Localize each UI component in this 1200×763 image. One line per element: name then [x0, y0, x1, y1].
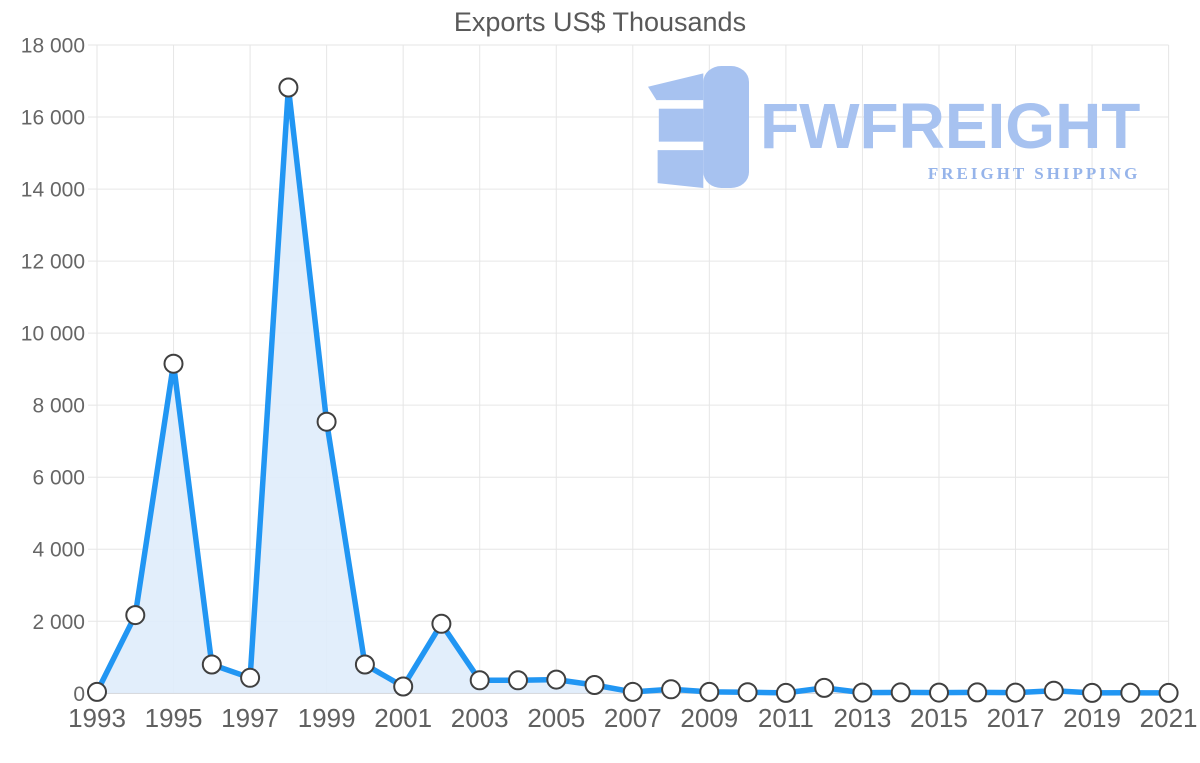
data-point-marker	[1158, 682, 1179, 703]
y-axis-label: 6 000	[32, 467, 85, 490]
series-area-fill	[97, 87, 1169, 694]
data-point-marker	[546, 669, 567, 690]
data-point-marker	[354, 654, 375, 675]
data-point-marker	[929, 682, 949, 703]
y-axis-label: 18 000	[21, 35, 85, 58]
data-point-marker	[814, 677, 835, 698]
axis-labels-group: 0 2 000 4 000 6 000 8 000 10 000 12 000 14 000 1…	[21, 35, 1198, 734]
data-point-marker	[737, 682, 758, 703]
data-point-marker	[393, 676, 414, 697]
data-point-marker	[201, 654, 222, 675]
x-axis-label: 1993	[68, 703, 126, 733]
x-axis-label: 1995	[145, 703, 203, 733]
gridlines-group	[88, 44, 1170, 694]
data-point-marker	[1120, 682, 1141, 703]
data-point-marker	[584, 675, 605, 695]
data-point-marker	[163, 353, 184, 374]
x-axis-label: 2011	[758, 703, 814, 733]
data-point-marker	[469, 670, 490, 691]
x-axis-label: 2003	[451, 703, 509, 733]
data-point-marker	[775, 682, 796, 703]
data-point-marker	[967, 682, 988, 703]
y-axis-label: 12 000	[21, 251, 85, 274]
data-point-marker	[1082, 682, 1103, 703]
y-axis-label: 16 000	[21, 107, 85, 130]
y-axis-label: 8 000	[32, 395, 85, 418]
x-axis-label: 2021	[1140, 703, 1198, 733]
x-axis-label: 2005	[527, 703, 585, 733]
chart-title: Exports US$ Thousands	[453, 7, 747, 37]
data-point-marker	[508, 670, 528, 691]
data-point-marker	[87, 681, 107, 702]
data-point-marker	[699, 681, 720, 702]
data-point-marker	[661, 679, 682, 700]
x-axis-label: 2019	[1063, 703, 1121, 733]
data-point-marker	[316, 411, 337, 432]
x-axis-label: 1999	[298, 703, 356, 733]
x-axis-label: 2013	[834, 703, 892, 733]
data-point-marker	[431, 613, 452, 634]
data-point-marker	[125, 605, 146, 626]
y-axis-label: 0	[73, 683, 85, 706]
data-point-marker	[890, 682, 911, 703]
x-axis-label: 2001	[374, 703, 432, 733]
x-axis-label: 2009	[680, 703, 738, 733]
y-axis-label: 10 000	[21, 323, 85, 346]
y-axis-label: 4 000	[32, 539, 85, 562]
x-axis-label: 2007	[604, 703, 662, 733]
data-point-marker	[1005, 682, 1026, 703]
y-axis-label: 2 000	[32, 611, 85, 634]
x-axis-label: 2015	[910, 703, 968, 733]
data-point-marker	[852, 682, 873, 703]
data-point-marker	[240, 667, 261, 688]
data-point-marker	[1043, 680, 1064, 701]
x-axis-label: 2017	[987, 703, 1045, 733]
y-axis-label: 14 000	[21, 179, 85, 202]
data-point-marker	[622, 681, 643, 702]
x-axis-label: 1997	[221, 703, 279, 733]
data-point-marker	[278, 77, 299, 98]
markers-group	[87, 77, 1179, 703]
